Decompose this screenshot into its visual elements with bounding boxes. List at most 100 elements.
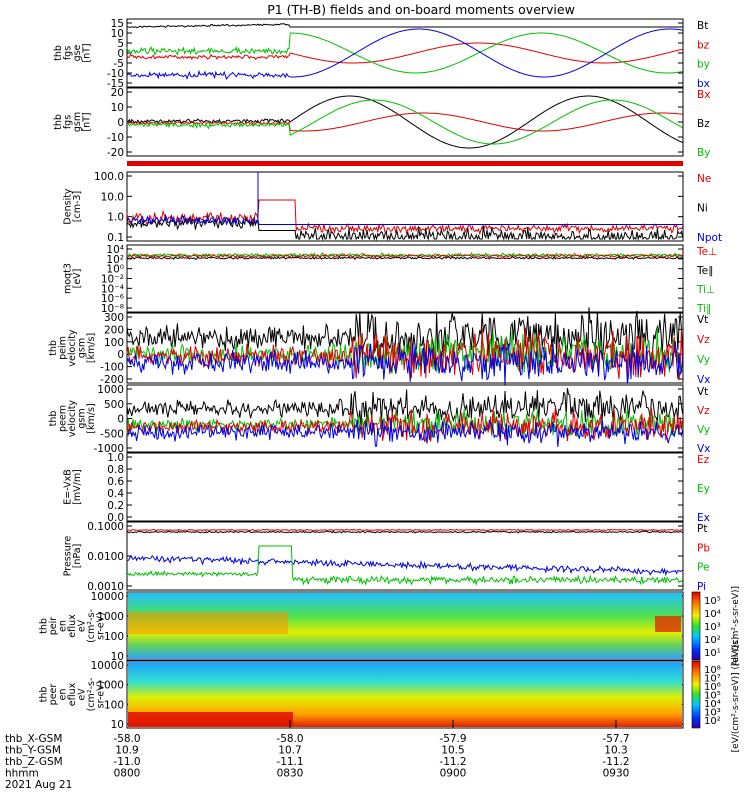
y-tick-label: 0.6 [107, 476, 124, 488]
x-axis-value: 10.9 [115, 745, 138, 757]
y-tick-label: 500 [104, 399, 124, 411]
legend-bz: bz [697, 39, 710, 51]
y-axis-label: thb [48, 340, 59, 356]
y-tick-label: 10.0 [101, 191, 124, 203]
ion-flux-band [655, 616, 681, 632]
panel-frame [126, 18, 684, 88]
y-tick-label: 0 [117, 349, 124, 361]
colorbar-tick-label: 10³ [704, 708, 721, 719]
y-axis-label: peer [48, 684, 59, 706]
y-axis-label: [nT] [81, 43, 92, 62]
x-axis-value: 0800 [114, 768, 141, 780]
y-tick-label: 300 [104, 312, 124, 324]
y-axis-label: thb [39, 618, 50, 634]
legend-vy: Vy [697, 354, 710, 366]
y-axis-label: thb [48, 411, 59, 427]
x-axis-value: 0830 [277, 768, 304, 780]
ion-flux-band [128, 612, 288, 634]
y-tick-label: 100.0 [94, 171, 124, 183]
y-axis-label: [km/s] [86, 403, 97, 433]
legend-vz: Vz [697, 334, 710, 346]
legend-pe: Pe [697, 562, 709, 574]
x-axis-row-label: thb_Z-GSM [5, 756, 63, 768]
series-vx [126, 417, 684, 448]
y-tick-label: 15 [111, 18, 124, 30]
panel-frame [126, 660, 684, 729]
legend-vx: Vx [697, 443, 710, 455]
colorbar-tick-label: 10² [704, 635, 721, 646]
y-tick-label: 1.0 [107, 452, 124, 464]
y-axis-label: en [58, 689, 69, 701]
y-tick-label: 5 [117, 38, 124, 50]
y-tick-label: 0 [117, 117, 124, 129]
legend-npot: Npot [697, 232, 722, 244]
y-tick-label: 1000 [97, 611, 124, 623]
colorbar-label: [eV/(cm²-s-sr-eV)] (All Qs) [731, 637, 741, 753]
y-axis-label: eflux [67, 614, 78, 638]
y-axis-label: sr-eV) [96, 612, 107, 640]
colorbar-tick-label: 10⁵ [704, 691, 721, 702]
y-tick-label: -15 [107, 78, 124, 90]
y-axis-label: thb [53, 45, 64, 61]
y-tick-label: -20 [107, 147, 124, 159]
series-ni [126, 216, 684, 241]
y-axis-label: velocity [67, 329, 78, 367]
y-axis-label: [nT] [81, 112, 92, 131]
y-axis-label: gse [72, 44, 83, 61]
y-tick-label: -100 [100, 362, 124, 374]
y-axis-label: gsm [77, 338, 88, 358]
y-tick-label: 10² [106, 254, 124, 266]
y-tick-label: 0 [117, 414, 124, 426]
y-axis-label: fgs [62, 46, 73, 60]
series-vz [126, 327, 684, 381]
y-axis-label: thb [53, 114, 64, 130]
legend-te⊥: Te⊥ [696, 246, 717, 258]
x-axis-value: -11.2 [439, 756, 466, 768]
legend-vt: Vt [697, 386, 708, 398]
legend-pb: Pb [697, 542, 710, 554]
y-axis-label: peim [58, 336, 69, 360]
y-axis-label: E=-VxB [62, 469, 73, 504]
colorbar-tick-label: 10¹ [704, 648, 721, 659]
y-axis-label: fgs [62, 115, 73, 129]
y-tick-label: 0 [117, 48, 124, 60]
colorbar-gradient [691, 660, 701, 729]
y-tick-label: -200 [100, 374, 124, 386]
legend-by: By [697, 147, 710, 159]
legend-pi: Pi [697, 581, 706, 593]
panel-10: 10000 1000 100 10 thbpeerenefluxeV(cm²-s-sr-… [39, 637, 742, 753]
colorbar: 10⁵ 10⁴ 10³ 10² 10¹ [eV/(cm²-s-sr-eV)] [691, 586, 741, 666]
separator-bar [127, 161, 683, 166]
series-pe [126, 545, 684, 587]
x-axis-value: 10.3 [604, 745, 627, 757]
y-tick-label: 100 [104, 699, 124, 711]
x-axis-value: -11.0 [113, 756, 140, 768]
legend-ey: Ey [697, 483, 710, 495]
y-tick-label: 20 [111, 87, 124, 99]
y-tick-label: 1.0 [107, 212, 124, 224]
x-axis-value: -58.0 [276, 733, 303, 745]
x-axis-value: 0930 [603, 768, 630, 780]
x-axis-value: -58.0 [113, 733, 140, 745]
panel-frame [126, 171, 684, 242]
y-axis-label: thb [39, 687, 50, 703]
series-pb [127, 528, 683, 532]
series-pi [126, 554, 683, 577]
colorbar-tick-label: 10⁶ [704, 682, 721, 693]
y-axis-label: Pressure [62, 536, 73, 577]
y-axis-label: Density [62, 188, 73, 224]
panel-frame [126, 312, 684, 384]
y-tick-label: 0.8 [107, 464, 124, 476]
y-axis-label: sr-eV) [96, 681, 107, 709]
y-tick-label: 1000 [97, 680, 124, 692]
panel-8: 0.1000 0.0100 0.0010 Pressure[nPa] Pt Pb Pe Pi [62, 521, 710, 593]
panel-frame [126, 591, 684, 661]
y-tick-label: 10⁻² [101, 274, 124, 286]
electron-flux-band [128, 712, 293, 726]
y-tick-label: 10⁻⁴ [101, 283, 124, 295]
y-tick-label: -10 [107, 132, 124, 144]
